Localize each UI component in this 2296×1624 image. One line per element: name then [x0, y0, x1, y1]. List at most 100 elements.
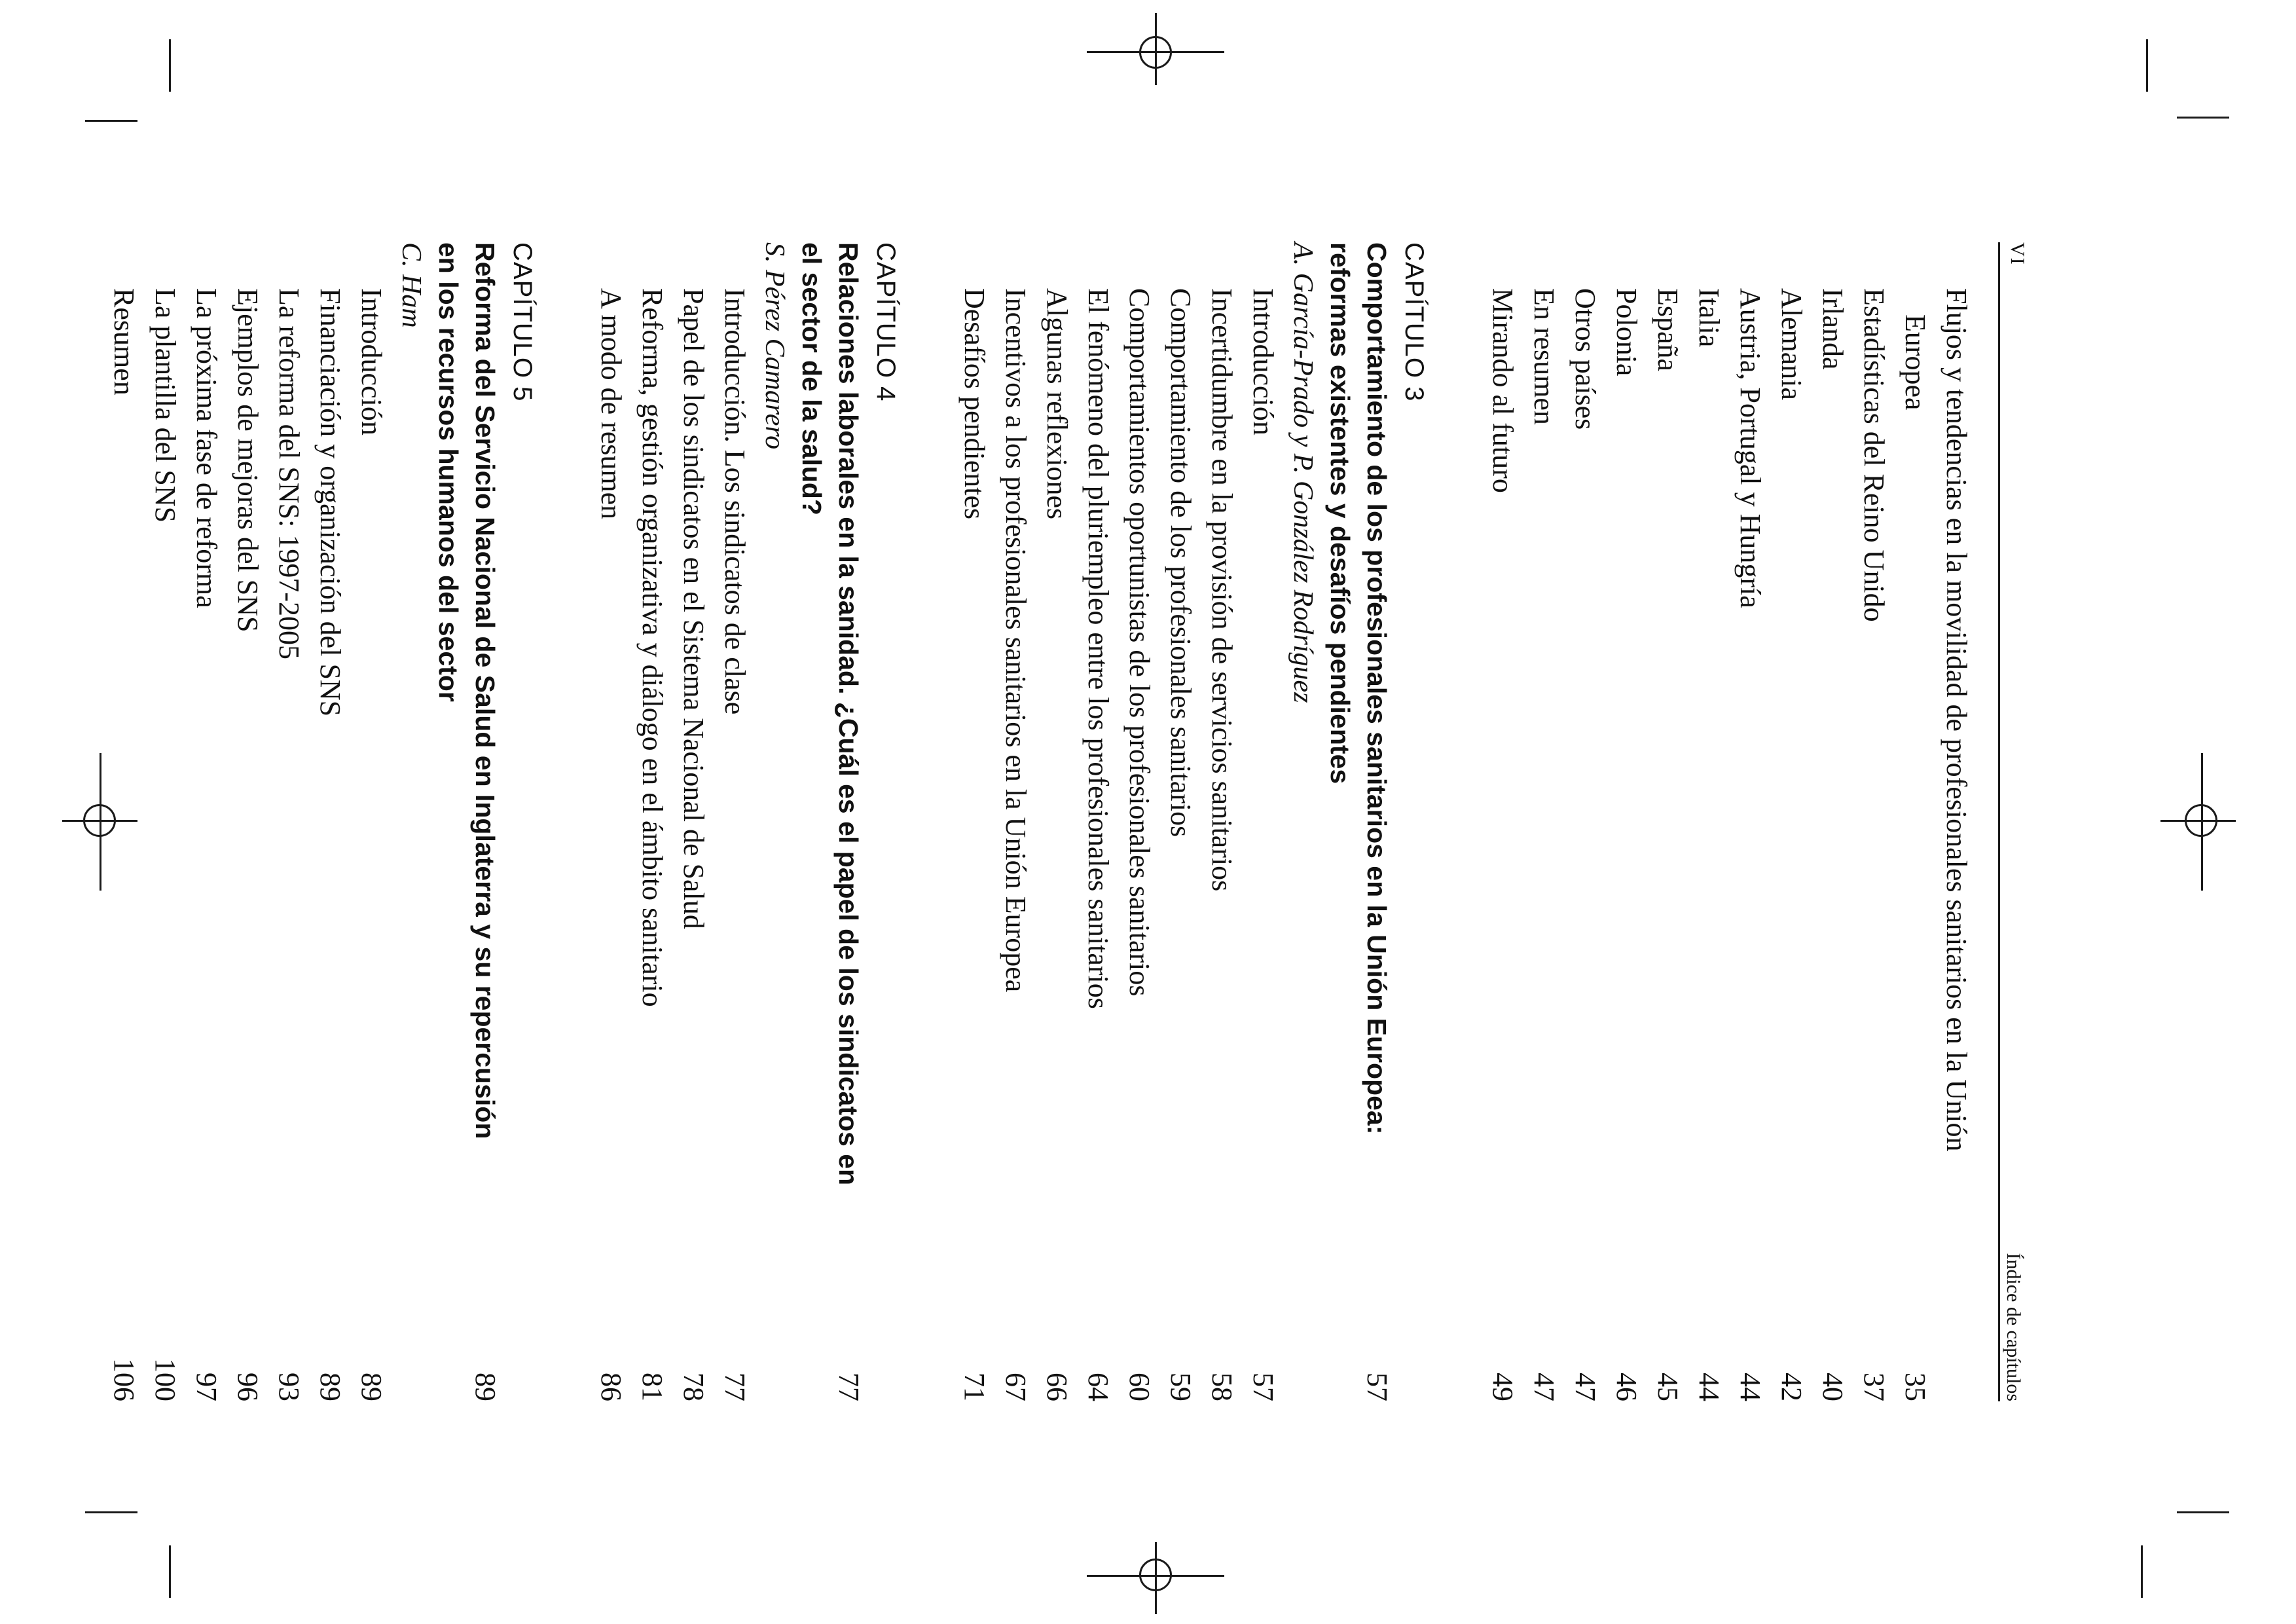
page-folio: VI — [2007, 242, 2028, 266]
chapter-authors: C. Ham — [396, 242, 426, 328]
toc-entry-title: Otros países — [1569, 288, 1601, 430]
toc-entry: Italia 44 — [1688, 242, 1730, 1401]
toc-entry-page: 47 — [1528, 1373, 1560, 1401]
table-of-contents: Flujos y tendencias en la movilidad de p… — [103, 242, 1977, 1401]
toc-entry-title: Reforma, gestión organizativa y diálogo … — [636, 288, 668, 1007]
toc-entry: Ejemplos de mejoras del SNS 96 — [227, 242, 268, 1401]
toc-entry: Papel de los sindicatos en el Sistema Na… — [673, 242, 714, 1401]
toc-entry-page: 97 — [191, 1373, 223, 1401]
toc-entry: Introducción 89 — [351, 242, 392, 1401]
crop-mark — [2177, 117, 2229, 119]
toc-entry: La reforma del SNS: 1997-2005 93 — [268, 242, 310, 1401]
toc-entry-page: 44 — [1734, 1373, 1766, 1401]
toc-entry-page: 44 — [1693, 1373, 1725, 1401]
toc-entry-page: 89 — [314, 1373, 346, 1401]
crop-mark — [85, 1511, 137, 1513]
chapter-title: el sector de la salud? — [793, 242, 830, 1401]
crop-mark — [85, 120, 137, 122]
toc-entry: Mirando al futuro 49 — [1482, 242, 1523, 1401]
toc-entry: La plantilla del SNS 100 — [145, 242, 186, 1401]
toc-entry-page: 46 — [1611, 1373, 1643, 1401]
toc-entry: Introducción. Los sindicatos de clase 77 — [714, 242, 756, 1401]
toc-entry-page: 78 — [678, 1373, 710, 1401]
toc-entry-page: 60 — [1123, 1373, 1156, 1401]
toc-entry-title: Estadísticas del Reino Unido — [1858, 288, 1890, 622]
chapter-spacer — [1433, 242, 1482, 1401]
toc-entry-title: La próxima fase de reforma — [191, 288, 223, 608]
toc-entry: Financiación y organización del SNS 89 — [310, 242, 351, 1401]
chapter-title: Comportamiento de los profesionales sani… — [1358, 242, 1395, 1401]
toc-entry-title: Financiación y organización del SNS — [314, 288, 346, 717]
toc-entry-page: 49 — [1487, 1373, 1519, 1401]
toc-entry-page: 64 — [1082, 1373, 1114, 1401]
toc-entry-page: 71 — [958, 1373, 991, 1401]
crop-mark — [2177, 1511, 2229, 1513]
toc-entry-title: Ejemplos de mejoras del SNS — [232, 288, 264, 633]
toc-entry-title: Flujos y tendencias en la movilidad de p… — [1941, 288, 1973, 1152]
toc-entry-page: 93 — [273, 1373, 305, 1401]
toc-entry: Desafíos pendientes 71 — [954, 242, 995, 1401]
toc-entry-page: 57 — [1247, 1373, 1279, 1401]
chapter-title: Reforma del Servicio Nacional de Salud e… — [467, 242, 503, 1401]
chapter-title-text: Reforma del Servicio Nacional de Salud e… — [470, 242, 500, 1139]
toc-entry-page: 37 — [1858, 1373, 1890, 1401]
toc-entry-page: 47 — [1569, 1373, 1601, 1401]
toc-entry-title: La reforma del SNS: 1997-2005 — [273, 288, 305, 659]
toc-entry: Incentivos a los profesionales sanitario… — [995, 242, 1036, 1401]
toc-entry: Comportamiento de los profesionales sani… — [1160, 242, 1201, 1401]
chapter-label: CAPÍTULO 5 — [508, 242, 537, 402]
toc-entry: Austria, Portugal y Hungría 44 — [1730, 242, 1771, 1401]
toc-entry-title: Introducción — [1247, 288, 1279, 435]
crop-mark — [2146, 39, 2148, 92]
toc-entry-page: 89 — [355, 1373, 388, 1401]
chapter-title-text: en los recursos humanos del sector — [433, 242, 464, 702]
toc-entry-page: 86 — [595, 1373, 627, 1401]
chapter-page: 57 — [1361, 1373, 1393, 1401]
toc-entry: Flujos y tendencias en la movilidad de p… — [1936, 242, 1977, 1401]
toc-entry: Alemania 42 — [1771, 242, 1812, 1401]
chapter-authors: A. García-Prado y P. González Rodríguez — [1288, 242, 1318, 703]
toc-entry-page: 66 — [1041, 1373, 1073, 1401]
toc-entry-title: Algunas reflexiones — [1041, 288, 1073, 520]
toc-entry-title: Europea — [1899, 314, 1931, 411]
chapter-list: CAPÍTULO 3 Comportamiento de los profesio… — [103, 242, 1482, 1401]
toc-entry-title: A modo de resumen — [595, 288, 627, 520]
toc-entry-page: 67 — [1000, 1373, 1032, 1401]
toc-entry-title: Irlanda — [1817, 288, 1849, 370]
chapter-block: CAPÍTULO 4 Relaciones laborales en la san… — [591, 242, 905, 1401]
toc-entry-title: Polonia — [1611, 288, 1643, 377]
toc-entry-title: Incentivos a los profesionales sanitario… — [1000, 288, 1032, 993]
toc-entry-page: 35 — [1899, 1373, 1931, 1401]
toc-entry-title: Resumen — [108, 288, 140, 396]
toc-entry-title: Mirando al futuro — [1487, 288, 1519, 493]
toc-entry: Comportamientos oportunistas de los prof… — [1119, 242, 1160, 1401]
chapter-title-text: el sector de la salud? — [797, 242, 827, 515]
toc-entry: La próxima fase de reforma 97 — [186, 242, 227, 1401]
toc-entry: Estadísticas del Reino Unido 37 — [1853, 242, 1895, 1401]
toc-entry-title: La plantilla del SNS — [149, 288, 181, 523]
toc-entry: Introducción 57 — [1243, 242, 1284, 1401]
crop-mark — [169, 1545, 171, 1598]
toc-entry-page: 106 — [108, 1358, 140, 1401]
registration-circle — [1139, 1559, 1172, 1591]
toc-entry-title: Alemania — [1776, 288, 1808, 401]
toc-entry: Irlanda 40 — [1812, 242, 1853, 1401]
toc-entry-page: 96 — [232, 1373, 264, 1401]
continued-entries: Flujos y tendencias en la movilidad de p… — [1482, 242, 1977, 1401]
crop-mark — [2141, 1545, 2143, 1598]
toc-entry-page: 81 — [636, 1373, 668, 1401]
toc-entry-title: España — [1652, 288, 1684, 372]
registration-circle — [1139, 36, 1172, 69]
toc-entry-page: 42 — [1776, 1373, 1808, 1401]
toc-entry: En resumen 47 — [1523, 242, 1565, 1401]
chapter-label: CAPÍTULO 3 — [1400, 242, 1429, 402]
toc-entry: España 45 — [1647, 242, 1688, 1401]
book-page: VI Índice de capítulos Flujos y tendenci… — [108, 26, 2030, 1401]
toc-entry: Resumen 106 — [103, 242, 145, 1401]
toc-entry-title: Comportamiento de los profesionales sani… — [1165, 288, 1197, 838]
toc-entry-title: Introducción — [355, 288, 388, 435]
toc-entry: Europea 35 — [1895, 242, 1936, 1401]
chapter-label: CAPÍTULO 4 — [871, 242, 900, 402]
chapter-block: CAPÍTULO 3 Comportamiento de los profesio… — [954, 242, 1433, 1401]
running-head: Índice de capítulos — [2003, 1253, 2024, 1401]
